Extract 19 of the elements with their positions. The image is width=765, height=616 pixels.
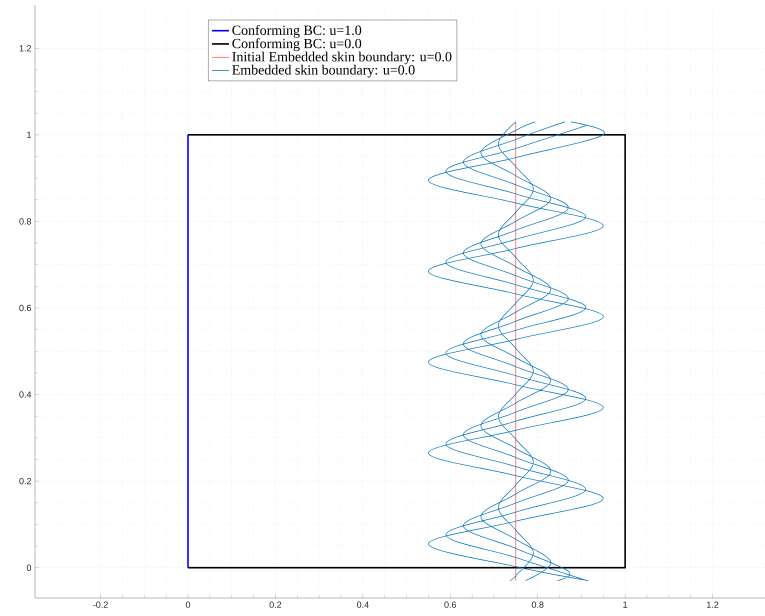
y-tick-label: 0.8 bbox=[19, 218, 32, 225]
legend-label: Conforming BC: u=0.0 bbox=[232, 38, 362, 52]
legend-label: Conforming BC: u=1.0 bbox=[232, 24, 362, 38]
legend-label: Initial Embedded skin boundary: u=0.0 bbox=[232, 52, 452, 64]
x-tick-label: 0 bbox=[186, 602, 190, 608]
y-tick-label: 0 bbox=[26, 564, 32, 571]
x-tick-label: 1.2 bbox=[707, 602, 718, 608]
x-tick-label: 0.2 bbox=[270, 602, 282, 608]
y-tick-label: 0.6 bbox=[19, 304, 32, 312]
y-tick-label: 0.2 bbox=[19, 478, 32, 484]
x-tick-label: 1 bbox=[623, 602, 628, 608]
x-tick-label: 0.8 bbox=[532, 602, 544, 608]
y-tick-label: 1 bbox=[27, 132, 32, 138]
y-tick-label: 0.4 bbox=[19, 391, 32, 398]
x-tick-label: -0.2 bbox=[93, 602, 108, 608]
x-tick-label: 0.6 bbox=[444, 602, 456, 608]
x-tick-label: 0.4 bbox=[356, 602, 369, 608]
legend-label: Embedded skin boundary: u=0.0 bbox=[232, 64, 415, 78]
y-tick-label: 1.2 bbox=[20, 45, 32, 52]
